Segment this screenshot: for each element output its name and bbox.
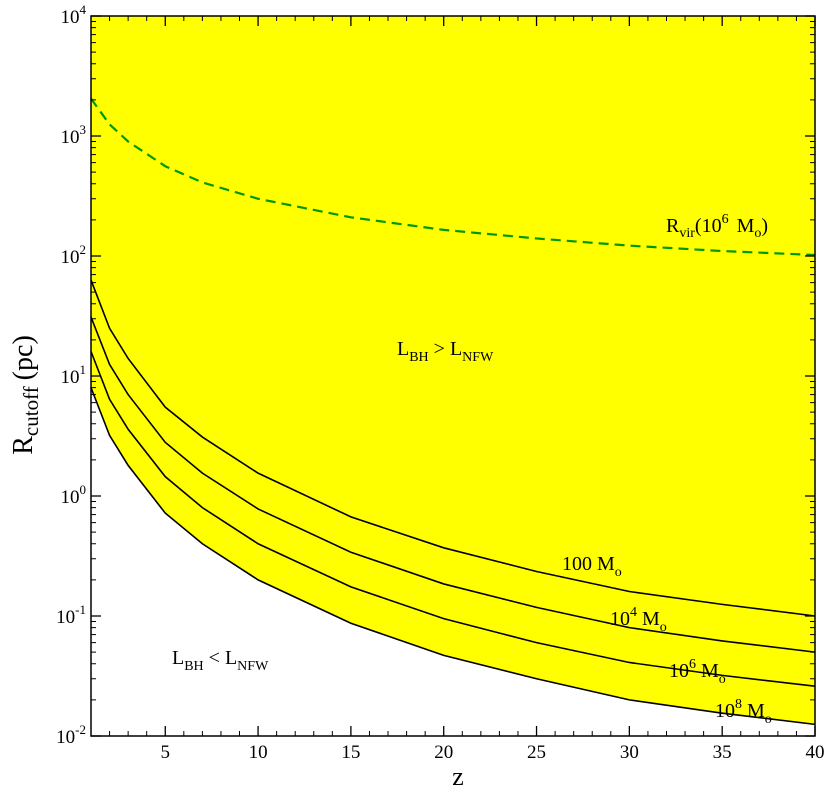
- annotation-1e6-msun: 106 Mo: [669, 657, 726, 687]
- series-line-3: [90, 387, 816, 726]
- series-line-0: [90, 279, 816, 617]
- y-axis-title-sub: cutoff: [19, 386, 43, 436]
- y-tick-label: 100: [61, 482, 87, 508]
- x-tick-label: 10: [249, 742, 268, 763]
- annotation-rvir: Rvir(106 Mo): [666, 212, 768, 241]
- tick-layer: 5 10 15 20 25 30 35 40 10-2 10-1 100 101 102 103 104: [56, 2, 824, 763]
- x-tick-label: 20: [434, 742, 453, 763]
- x-tick-label: 40: [806, 742, 825, 763]
- annotation-1e8-msun: 108 Mo: [715, 697, 772, 727]
- annotation-1e4-msun: 104 Mo: [610, 605, 667, 635]
- annotation-upper-region: LBH > LNFW: [397, 338, 494, 365]
- y-tick-label: 104: [61, 2, 87, 28]
- series-line-4: [90, 97, 816, 257]
- annotation-100-msun: 100 Mo: [562, 553, 622, 580]
- annotation-lower-region: LBH < LNFW: [172, 647, 269, 674]
- x-tick-label: 5: [161, 742, 171, 763]
- y-axis-title: Rcutoff (pc): [8, 335, 43, 455]
- series-layer: [90, 97, 816, 726]
- x-tick-label: 30: [620, 742, 639, 763]
- x-axis-title: z: [452, 762, 464, 789]
- y-tick-label: 103: [61, 122, 87, 148]
- y-tick-label: 10-1: [56, 602, 86, 628]
- series-line-1: [90, 316, 816, 653]
- x-tick-label: 25: [527, 742, 546, 763]
- y-tick-label: 10-2: [56, 722, 86, 748]
- x-tick-label: 35: [713, 742, 732, 763]
- fill-layer: [91, 16, 815, 725]
- y-axis-title-main: R: [8, 436, 39, 455]
- upper-region-fill: [91, 16, 815, 725]
- x-tick-label: 15: [341, 742, 360, 763]
- y-tick-label: 101: [61, 362, 87, 388]
- y-tick-label: 102: [61, 242, 87, 268]
- series-line-2: [90, 351, 816, 687]
- y-axis-title-unit: (pc): [8, 335, 39, 380]
